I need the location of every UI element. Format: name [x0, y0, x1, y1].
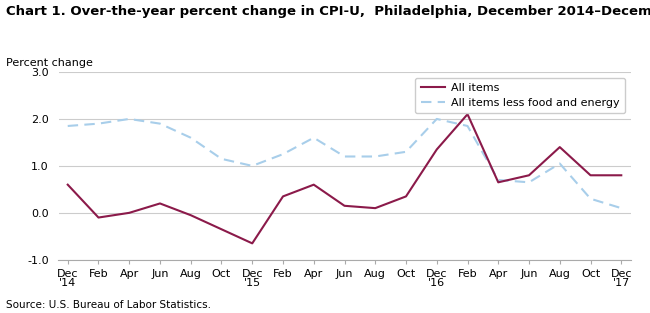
- All items less food and energy: [248, 164, 256, 168]
- All items less food and energy: [279, 152, 287, 156]
- All items less food and energy: [433, 117, 441, 121]
- All items: [248, 242, 256, 245]
- All items less food and energy: [495, 178, 502, 182]
- All items less food and energy: [95, 122, 103, 126]
- All items less food and energy: [525, 180, 533, 184]
- All items less food and energy: [218, 157, 226, 161]
- Line: All items: All items: [68, 114, 621, 244]
- All items: [495, 180, 502, 184]
- All items: [279, 194, 287, 198]
- Text: Source: U.S. Bureau of Labor Statistics.: Source: U.S. Bureau of Labor Statistics.: [6, 300, 211, 310]
- All items less food and energy: [371, 155, 379, 158]
- All items: [218, 227, 226, 231]
- All items less food and energy: [402, 150, 410, 154]
- All items: [371, 206, 379, 210]
- All items: [64, 183, 72, 187]
- All items less food and energy: [618, 206, 625, 210]
- Text: Percent change: Percent change: [6, 58, 94, 68]
- All items less food and energy: [64, 124, 72, 128]
- All items: [556, 145, 564, 149]
- All items less food and energy: [156, 122, 164, 126]
- All items: [125, 211, 133, 215]
- All items: [156, 202, 164, 205]
- All items less food and energy: [125, 117, 133, 121]
- All items less food and energy: [586, 197, 594, 201]
- All items: [341, 204, 348, 208]
- All items: [586, 173, 594, 177]
- Text: Chart 1. Over-the-year percent change in CPI-U,  Philadelphia, December 2014–Dec: Chart 1. Over-the-year percent change in…: [6, 5, 650, 18]
- All items less food and energy: [556, 162, 564, 165]
- All items: [95, 216, 103, 219]
- All items: [433, 147, 441, 151]
- Line: All items less food and energy: All items less food and energy: [68, 119, 621, 208]
- All items: [402, 194, 410, 198]
- All items: [310, 183, 318, 187]
- All items: [187, 213, 194, 217]
- All items: [463, 112, 471, 116]
- All items less food and energy: [187, 136, 194, 140]
- Legend: All items, All items less food and energy: All items, All items less food and energ…: [415, 78, 625, 113]
- All items less food and energy: [463, 124, 471, 128]
- All items less food and energy: [310, 136, 318, 140]
- All items: [525, 173, 533, 177]
- All items less food and energy: [341, 155, 348, 158]
- All items: [618, 173, 625, 177]
